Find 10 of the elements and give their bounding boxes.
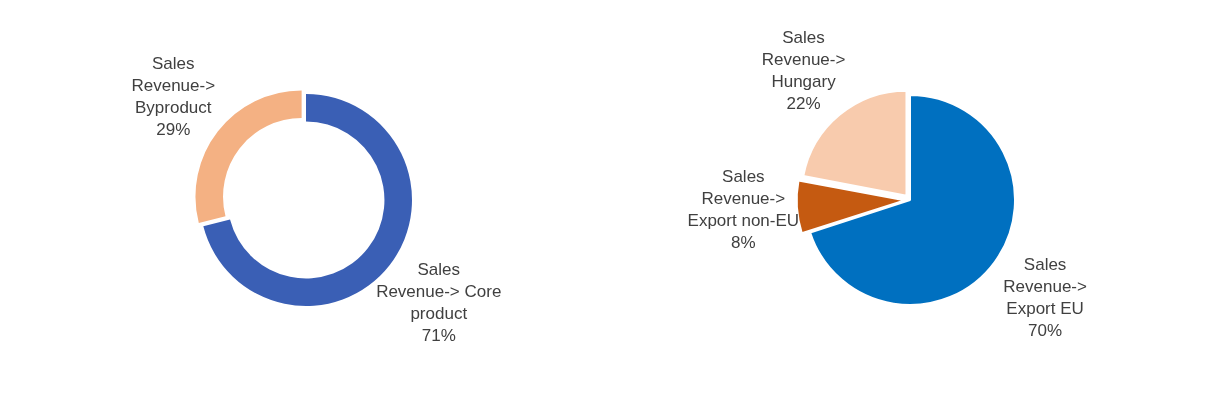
- data-label: 71%: [421, 325, 456, 345]
- data-label: 8%: [731, 233, 756, 253]
- slice-label: Sales Revenue-> Export non-EU: [687, 167, 800, 231]
- slice-label: Sales Revenue-> Export EU: [1003, 254, 1087, 318]
- slice-label: Sales Revenue-> Byproduct: [131, 53, 216, 117]
- data-label: 22%: [786, 94, 821, 114]
- data-label: 70%: [1028, 320, 1063, 340]
- slice-label: Sales Revenue-> Core product: [376, 259, 502, 323]
- slice-label: Sales Revenue-> Hungary: [761, 28, 846, 92]
- data-label: 29%: [156, 119, 191, 139]
